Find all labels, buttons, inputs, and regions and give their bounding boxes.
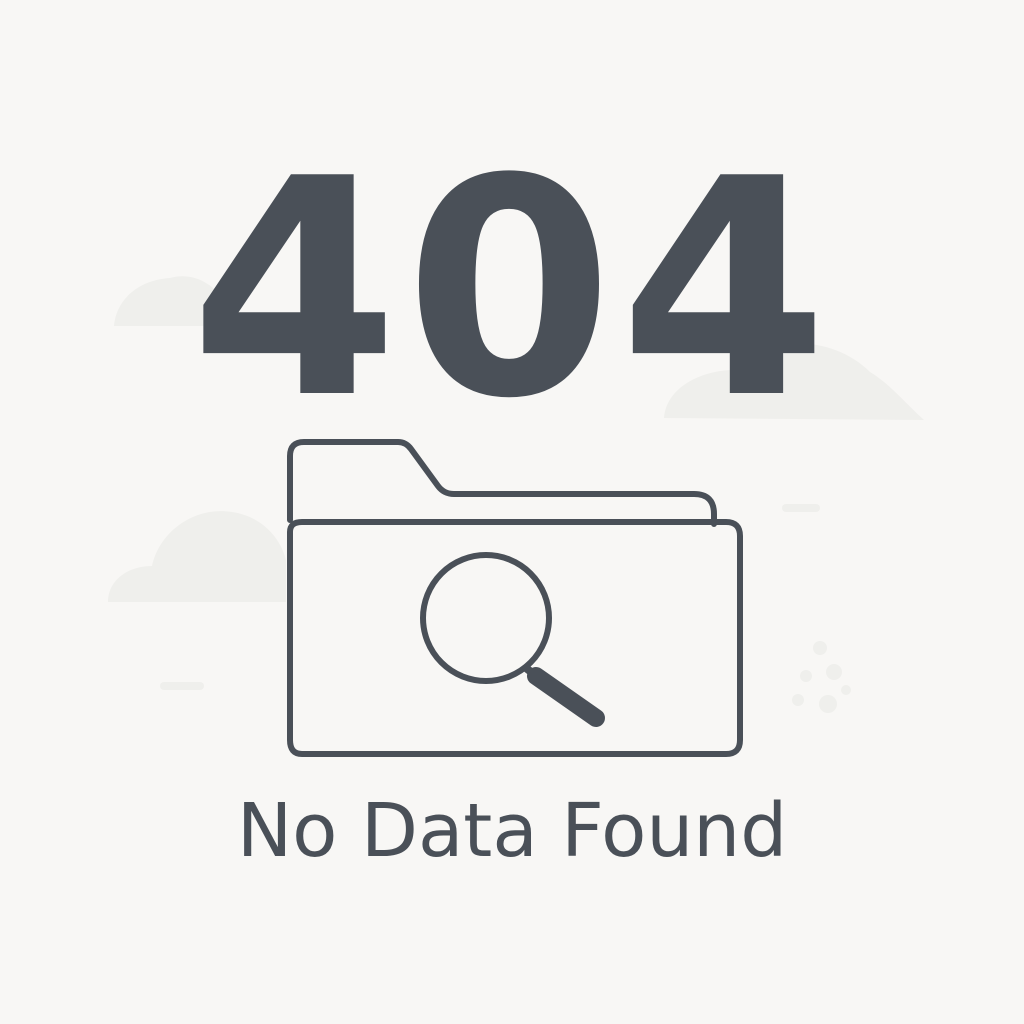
- error-code: 404: [189, 115, 835, 464]
- dash-left: [160, 682, 204, 690]
- magnifier-lens-icon: [420, 552, 552, 684]
- magnifier-handle-icon: [527, 667, 605, 727]
- sparkle-decor: [792, 641, 851, 713]
- dash-right: [782, 504, 820, 512]
- cloud-left-bottom: [108, 511, 286, 602]
- folder-back-icon: [287, 439, 717, 527]
- folder-front-icon: [287, 519, 743, 757]
- magnifier-neck-icon: [522, 664, 544, 683]
- folder-search-icon: [287, 439, 743, 757]
- no-data-message: No Data Found: [236, 788, 788, 874]
